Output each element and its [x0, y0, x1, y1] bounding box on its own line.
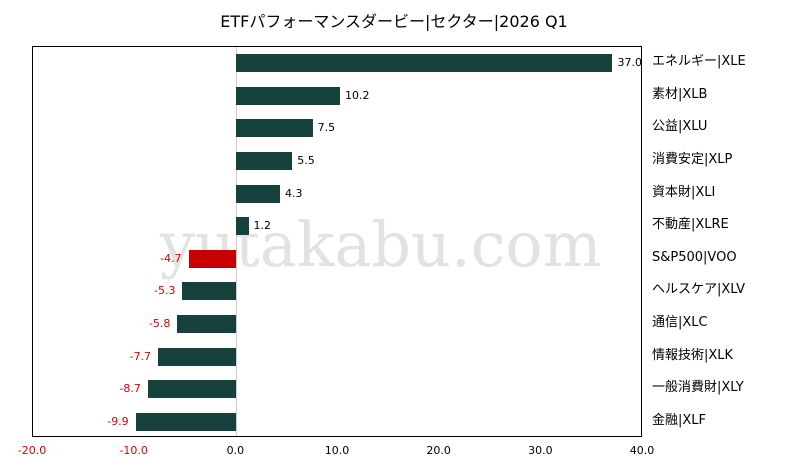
- category-label: 不動産|XLRE: [652, 217, 729, 233]
- bar-value-label: -7.7: [129, 349, 152, 363]
- bar: [135, 412, 237, 431]
- x-tick-label: 20.0: [426, 444, 451, 457]
- x-tick-label: 30.0: [528, 444, 553, 457]
- bar-value-label: 37.0: [617, 56, 643, 70]
- bar-value-label: -8.7: [119, 382, 141, 396]
- bar-value-label: 1.2: [253, 219, 272, 233]
- category-label: 金融|XLF: [652, 412, 707, 428]
- bar-value-label: -4.7: [160, 251, 182, 265]
- plot-area: 37.0 10.2 7.5 5.5 4.3 1.2 -4.7 -5.3 -5.8 -7.7 -8.7…: [32, 46, 642, 437]
- category-label: ヘルスケア|XLV: [652, 282, 745, 298]
- zero-axis-line: [236, 47, 237, 436]
- category-label: 通信|XLC: [652, 314, 708, 330]
- bar: [177, 314, 237, 333]
- bar-value-label: -9.9: [107, 414, 129, 428]
- bar: [236, 152, 293, 171]
- watermark-text: yutakabu.com: [160, 208, 602, 281]
- chart-title: ETFパフォーマンスダービー|セクター|2026 Q1: [220, 12, 568, 31]
- bar-value-label: 4.3: [285, 186, 303, 200]
- bar-value-label: -5.3: [153, 284, 176, 298]
- bar-value-label: -5.8: [148, 316, 171, 330]
- bar: [188, 249, 237, 268]
- x-tick-label: 10.0: [324, 444, 350, 457]
- category-label: 資本財|XLI: [652, 184, 716, 200]
- bar: [147, 380, 237, 399]
- category-label: 素材|XLB: [652, 86, 708, 102]
- category-label: S&P500|VOO: [652, 249, 737, 265]
- bar: [182, 282, 237, 301]
- bar: [158, 347, 237, 366]
- bar-value-label: 5.5: [297, 154, 315, 168]
- category-label: 一般消費財|XLY: [652, 380, 744, 396]
- bar-value-label: 10.2: [345, 88, 370, 102]
- bar: [236, 217, 249, 236]
- bar: [236, 86, 341, 105]
- bar: [236, 184, 281, 203]
- x-tick-label: -20.0: [17, 444, 47, 457]
- category-label: エネルギー|XLE: [652, 54, 746, 70]
- x-tick-label: 40.0: [629, 444, 655, 457]
- bar: [236, 119, 313, 138]
- category-label: 情報技術|XLK: [652, 347, 734, 363]
- x-tick-label: -10.0: [119, 444, 148, 457]
- bar-value-label: 7.5: [317, 121, 336, 135]
- category-label: 公益|XLU: [652, 119, 708, 135]
- category-label: 消費安定|XLP: [652, 152, 733, 168]
- x-tick-label: 0.0: [226, 444, 245, 457]
- bar: [236, 54, 613, 73]
